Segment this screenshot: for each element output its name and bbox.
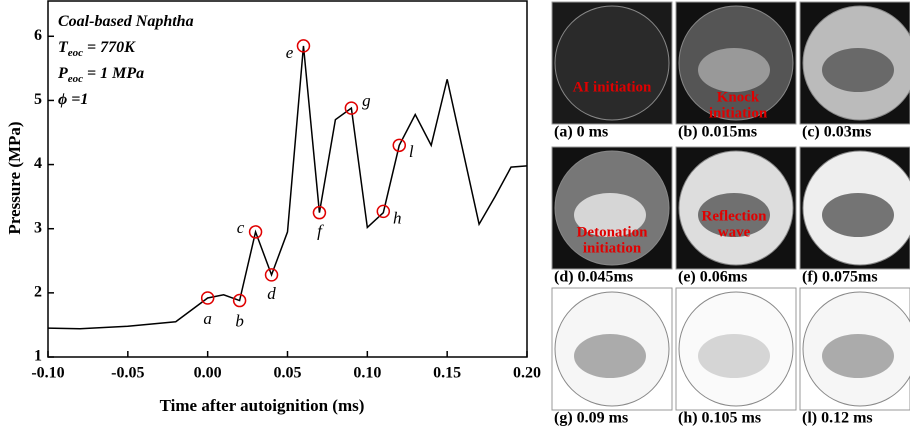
image-panel: (a) 0 ms AI initiation bbox=[552, 2, 672, 141]
x-axis-label: Time after autoignition (ms) bbox=[160, 396, 365, 415]
marker-label: h bbox=[393, 208, 402, 227]
annotation-text: P bbox=[57, 65, 68, 82]
panel-annotation: wave bbox=[718, 224, 751, 240]
panel-caption: (l) 0.12 ms bbox=[802, 410, 873, 427]
x-tick-label: -0.10 bbox=[31, 365, 64, 382]
x-tick-label: 0.05 bbox=[274, 365, 302, 382]
y-tick-label: 6 bbox=[34, 27, 42, 44]
image-panel: (f) 0.075ms bbox=[800, 147, 910, 286]
x-tick-label: 0.20 bbox=[513, 365, 541, 382]
annotation: ϕ =1 bbox=[58, 91, 88, 108]
panel-annotation: initiation bbox=[583, 240, 642, 256]
y-tick-label: 2 bbox=[34, 284, 42, 301]
flame bbox=[822, 334, 894, 378]
panel-caption: (f) 0.075ms bbox=[802, 269, 878, 286]
figure: Time after autoignition (ms) Pressure (M… bbox=[0, 0, 910, 427]
annotation-text: Coal-based Naphtha bbox=[58, 13, 194, 30]
flame bbox=[822, 48, 894, 92]
x-tick-label: -0.05 bbox=[111, 365, 144, 382]
annotation-sub: eoc bbox=[68, 47, 83, 59]
annotation-rest: = 1 MPa bbox=[83, 65, 144, 82]
x-tick-label: 0.00 bbox=[194, 365, 222, 382]
panel-annotation: AI initiation bbox=[573, 79, 652, 95]
panel-caption: (b) 0.015ms bbox=[678, 124, 757, 141]
panel-caption: (a) 0 ms bbox=[554, 124, 608, 141]
marker-label: e bbox=[286, 43, 294, 62]
marker-label: g bbox=[362, 91, 371, 110]
annotation-sub: eoc bbox=[68, 73, 83, 85]
flame bbox=[698, 48, 770, 92]
panel-annotation: initiation bbox=[709, 105, 768, 121]
image-panel: (l) 0.12 ms bbox=[800, 288, 910, 427]
image-panel: (g) 0.09 ms bbox=[552, 288, 672, 427]
image-panel: (c) 0.03ms bbox=[800, 2, 910, 141]
marker-label: a bbox=[203, 309, 212, 328]
flame bbox=[822, 193, 894, 237]
y-tick-label: 5 bbox=[34, 91, 42, 108]
annotation-text: ϕ =1 bbox=[58, 91, 88, 108]
chamber bbox=[555, 6, 669, 120]
marker-label: b bbox=[235, 311, 244, 330]
annotation-rest: = 770K bbox=[83, 39, 136, 56]
marker-label: f bbox=[317, 222, 324, 241]
annotation: Teoc = 770K bbox=[58, 39, 136, 59]
panel-caption: (d) 0.045ms bbox=[554, 269, 633, 286]
flame bbox=[574, 334, 646, 378]
panel-annotation: Reflection bbox=[702, 208, 768, 224]
x-tick-label: 0.10 bbox=[353, 365, 381, 382]
panel-caption: (h) 0.105 ms bbox=[678, 410, 761, 427]
y-axis-label: Pressure (MPa) bbox=[5, 121, 24, 234]
annotation: Coal-based Naphtha bbox=[58, 13, 194, 30]
panel-caption: (g) 0.09 ms bbox=[554, 410, 628, 427]
flame bbox=[698, 334, 770, 378]
panel-caption: (c) 0.03ms bbox=[802, 124, 871, 141]
y-tick-label: 4 bbox=[34, 155, 42, 172]
y-tick-label: 3 bbox=[34, 219, 42, 236]
y-tick-label: 1 bbox=[34, 348, 42, 365]
panel-annotation: Detonation bbox=[577, 224, 648, 240]
line bbox=[48, 46, 527, 329]
panel-caption: (e) 0.06ms bbox=[678, 269, 747, 286]
marker-label: d bbox=[267, 284, 276, 303]
annotation: Peoc = 1 MPa bbox=[57, 65, 144, 85]
image-panel: (h) 0.105 ms bbox=[676, 288, 796, 427]
marker-label: c bbox=[237, 218, 245, 237]
panel-annotation: Knock bbox=[717, 89, 760, 105]
marker-label: l bbox=[409, 142, 414, 161]
x-tick-label: 0.15 bbox=[433, 365, 461, 382]
